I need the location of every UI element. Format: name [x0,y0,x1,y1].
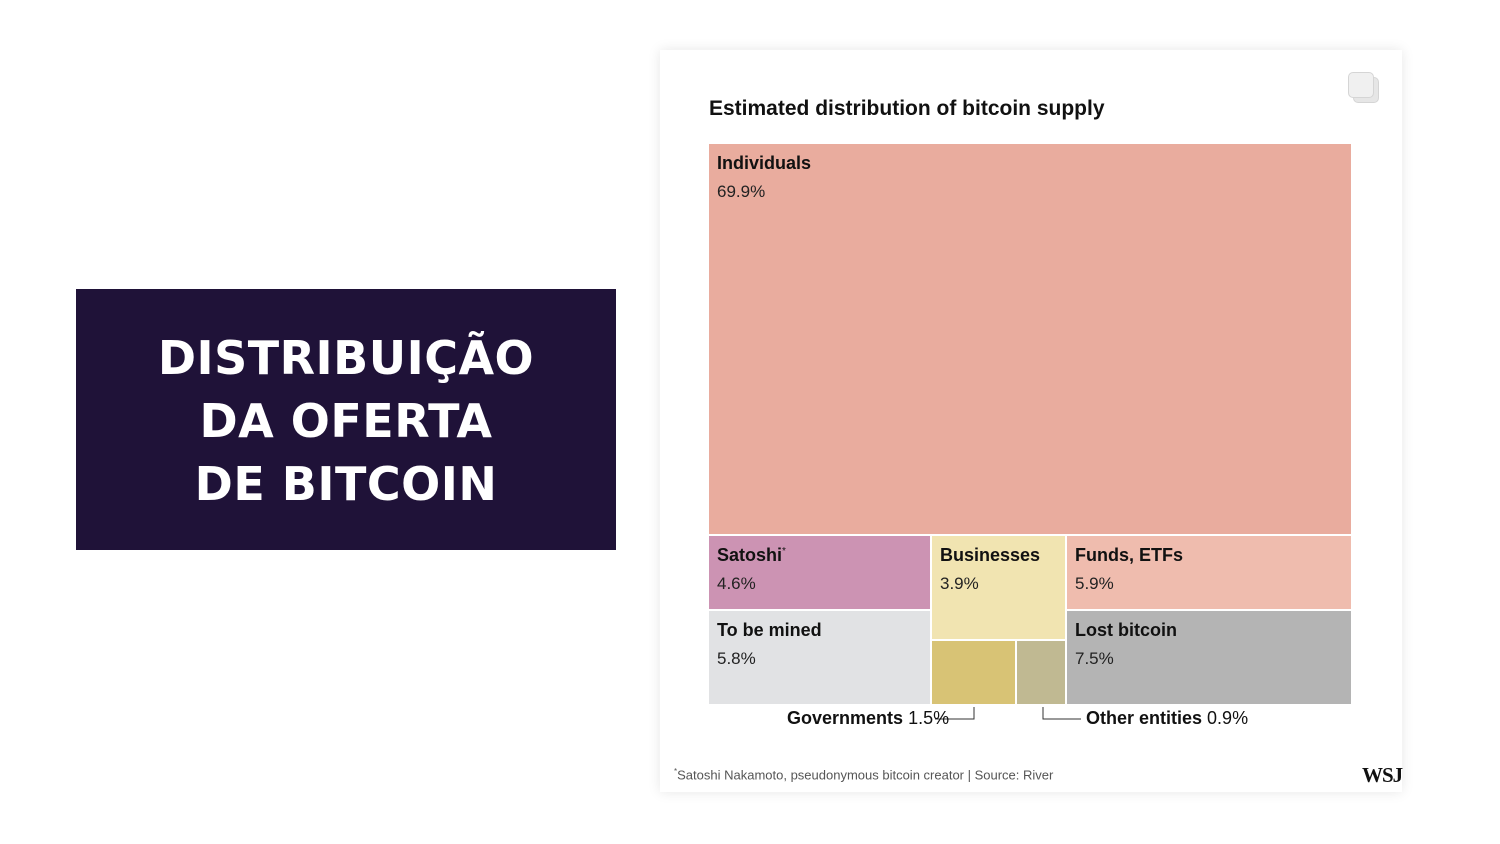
tile-individuals [709,144,1351,534]
tile-businesses [932,536,1065,639]
tile-funds-etfs [1067,536,1351,609]
tile-label-satoshi: Satoshi* [717,545,786,565]
tile-to-be-mined [709,611,930,704]
chart-title: Estimated distribution of bitcoin supply [709,97,1105,120]
tile-value-to-be-mined: 5.8% [717,649,756,668]
copy-icon[interactable] [1348,72,1379,103]
slide-title: DISTRIBUIÇÃO DA OFERTA DE BITCOIN [158,327,534,516]
wsj-logo: WSJ [1362,763,1403,787]
callout-other-entities: Other entities 0.9% [1086,707,1248,729]
slide-title-line: DE BITCOIN [194,457,498,511]
tile-label-lost-bitcoin: Lost bitcoin [1075,620,1177,640]
tile-other-entities [1017,641,1065,704]
treemap-chart: Individuals 69.9% Satoshi* 4.6% To be mined 5… [709,144,1351,720]
slide-title-box: DISTRIBUIÇÃO DA OFERTA DE BITCOIN [76,289,616,550]
tile-label-funds-etfs: Funds, ETFs [1075,545,1183,565]
tile-value-lost-bitcoin: 7.5% [1075,649,1114,668]
tile-lost-bitcoin [1067,611,1351,704]
tile-governments [932,641,1015,704]
slide-title-line: DA OFERTA [199,394,493,448]
chart-footnote: *Satoshi Nakamoto, pseudonymous bitcoin … [674,767,1053,782]
slide-title-line: DISTRIBUIÇÃO [157,331,535,385]
tile-label-to-be-mined: To be mined [717,620,822,640]
tile-value-satoshi: 4.6% [717,574,756,593]
callout-governments-name: Governments [787,708,904,728]
tile-satoshi [709,536,930,609]
tile-label-individuals: Individuals [717,153,811,173]
callout-governments-value: 1.5% [908,708,950,728]
tile-value-individuals: 69.9% [717,182,765,201]
callout-other-entities-name: Other entities [1086,708,1203,728]
tile-value-funds-etfs: 5.9% [1075,574,1114,593]
leader-line-governments [935,707,975,720]
tile-value-businesses: 3.9% [940,574,979,593]
leader-line-other-entities [1042,707,1081,720]
footnote-text: Satoshi Nakamoto, pseudonymous bitcoin c… [677,767,1054,783]
callout-other-entities-value: 0.9% [1207,708,1249,728]
footnote-marker: * [674,767,678,776]
tile-label-businesses: Businesses [940,545,1040,565]
chart-card: Estimated distribution of bitcoin supply… [660,50,1403,792]
callout-governments: Governments 1.5% [787,707,949,729]
